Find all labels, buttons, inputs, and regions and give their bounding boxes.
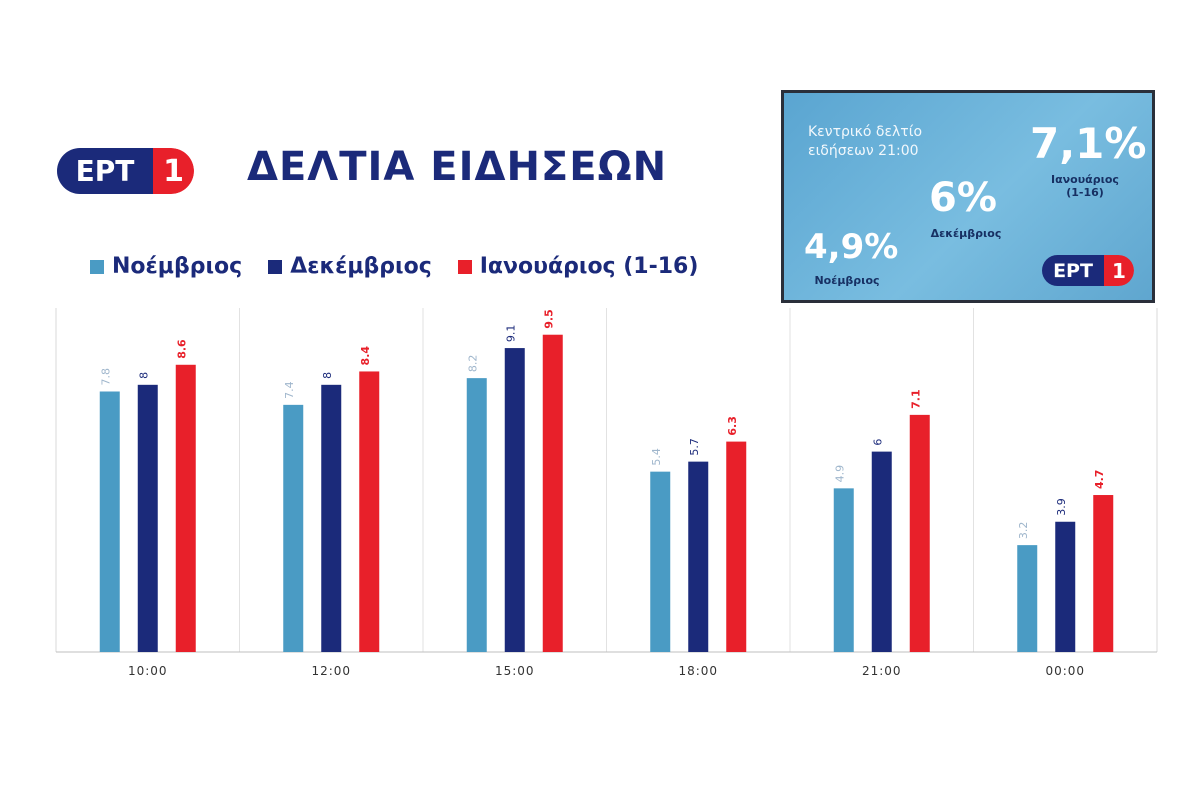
data-label-jan: 9.5 xyxy=(543,309,556,329)
x-tick-label: 00:00 xyxy=(1045,664,1085,678)
bar-nov xyxy=(833,488,854,652)
data-label-nov: 8.2 xyxy=(467,355,480,373)
inset-dec-value: 6% xyxy=(929,175,997,221)
tv-inset-panel: Κεντρικό δελτίο ειδήσεων 21:00 4,9% Νοέμ… xyxy=(781,90,1155,303)
legend-label-jan: Ιανουάριος (1-16) xyxy=(479,254,699,279)
bar-dec xyxy=(504,348,525,652)
data-label-jan: 4.7 xyxy=(1093,470,1106,490)
data-label-dec: 8 xyxy=(321,372,334,379)
x-tick-label: 15:00 xyxy=(495,664,535,678)
x-tick-label: 12:00 xyxy=(311,664,351,678)
inset-logo-ert-text: ΕΡΤ xyxy=(1042,255,1104,286)
inset-caption: Κεντρικό δελτίο ειδήσεων 21:00 xyxy=(808,124,923,159)
inset-dec-label: Δεκέμβριος xyxy=(930,227,1002,240)
data-label-jan: 8.6 xyxy=(176,339,189,359)
data-label-dec: 5.7 xyxy=(688,438,701,456)
bar-dec xyxy=(688,461,709,652)
data-label-jan: 7.1 xyxy=(910,389,923,409)
bar-jan xyxy=(909,414,930,652)
x-tick-label: 10:00 xyxy=(128,664,168,678)
inset-ert1-logo: ΕΡΤ 1 xyxy=(1042,255,1134,286)
data-label-jan: 8.4 xyxy=(359,346,372,366)
bar-nov xyxy=(466,378,487,652)
inset-logo-one-text: 1 xyxy=(1104,255,1134,286)
bar-jan xyxy=(359,371,380,652)
data-label-dec: 3.9 xyxy=(1055,498,1068,516)
chart-legend: Νοέμβριος Δεκέμβριος Ιανουάριος (1-16) xyxy=(90,254,698,279)
bar-jan xyxy=(542,334,563,652)
legend-swatch-jan xyxy=(457,259,472,274)
bar-dec xyxy=(871,451,892,652)
data-label-dec: 9.1 xyxy=(505,325,518,343)
data-label-dec: 6 xyxy=(872,439,885,446)
inset-nov-value: 4,9% xyxy=(804,227,899,267)
legend-swatch-dec xyxy=(268,259,283,274)
bar-dec xyxy=(321,384,342,652)
data-label-nov: 3.2 xyxy=(1017,522,1030,540)
legend-label-nov: Νοέμβριος xyxy=(112,254,243,279)
legend-swatch-nov xyxy=(90,259,104,274)
bar-nov xyxy=(1017,545,1038,652)
inset-jan-value: 7,1% xyxy=(1030,119,1147,168)
inset-jan-label: Ιανουάριος (1-16) xyxy=(1051,173,1119,199)
bar-nov xyxy=(99,391,120,652)
legend-item-jan: Ιανουάριος (1-16) xyxy=(457,254,699,279)
data-label-nov: 7.4 xyxy=(283,381,296,399)
data-label-jan: 6.3 xyxy=(726,416,739,436)
bar-dec xyxy=(137,384,158,652)
bar-nov xyxy=(283,404,304,652)
legend-item-dec: Δεκέμβριος xyxy=(268,254,432,279)
logo-ert-text: ΕΡΤ xyxy=(57,148,153,194)
data-label-nov: 5.4 xyxy=(650,448,663,466)
data-label-nov: 4.9 xyxy=(834,465,847,483)
x-tick-label: 21:00 xyxy=(862,664,902,678)
data-label-dec: 8 xyxy=(138,372,151,379)
data-label-nov: 7.8 xyxy=(100,368,113,386)
bar-jan xyxy=(175,364,196,652)
x-tick-label: 18:00 xyxy=(678,664,718,678)
logo-one-text: 1 xyxy=(153,148,194,194)
ert1-logo: ΕΡΤ 1 xyxy=(57,148,194,194)
inset-nov-label: Νοέμβριος xyxy=(814,274,880,287)
legend-label-dec: Δεκέμβριος xyxy=(290,254,432,279)
bar-nov xyxy=(650,471,671,652)
legend-item-nov: Νοέμβριος xyxy=(90,254,242,279)
bar-dec xyxy=(1055,521,1076,652)
page-title: ΔΕΛΤΙΑ ΕΙΔΗΣΕΩΝ xyxy=(247,144,668,190)
bar-jan xyxy=(726,441,747,652)
bar-jan xyxy=(1093,495,1114,652)
